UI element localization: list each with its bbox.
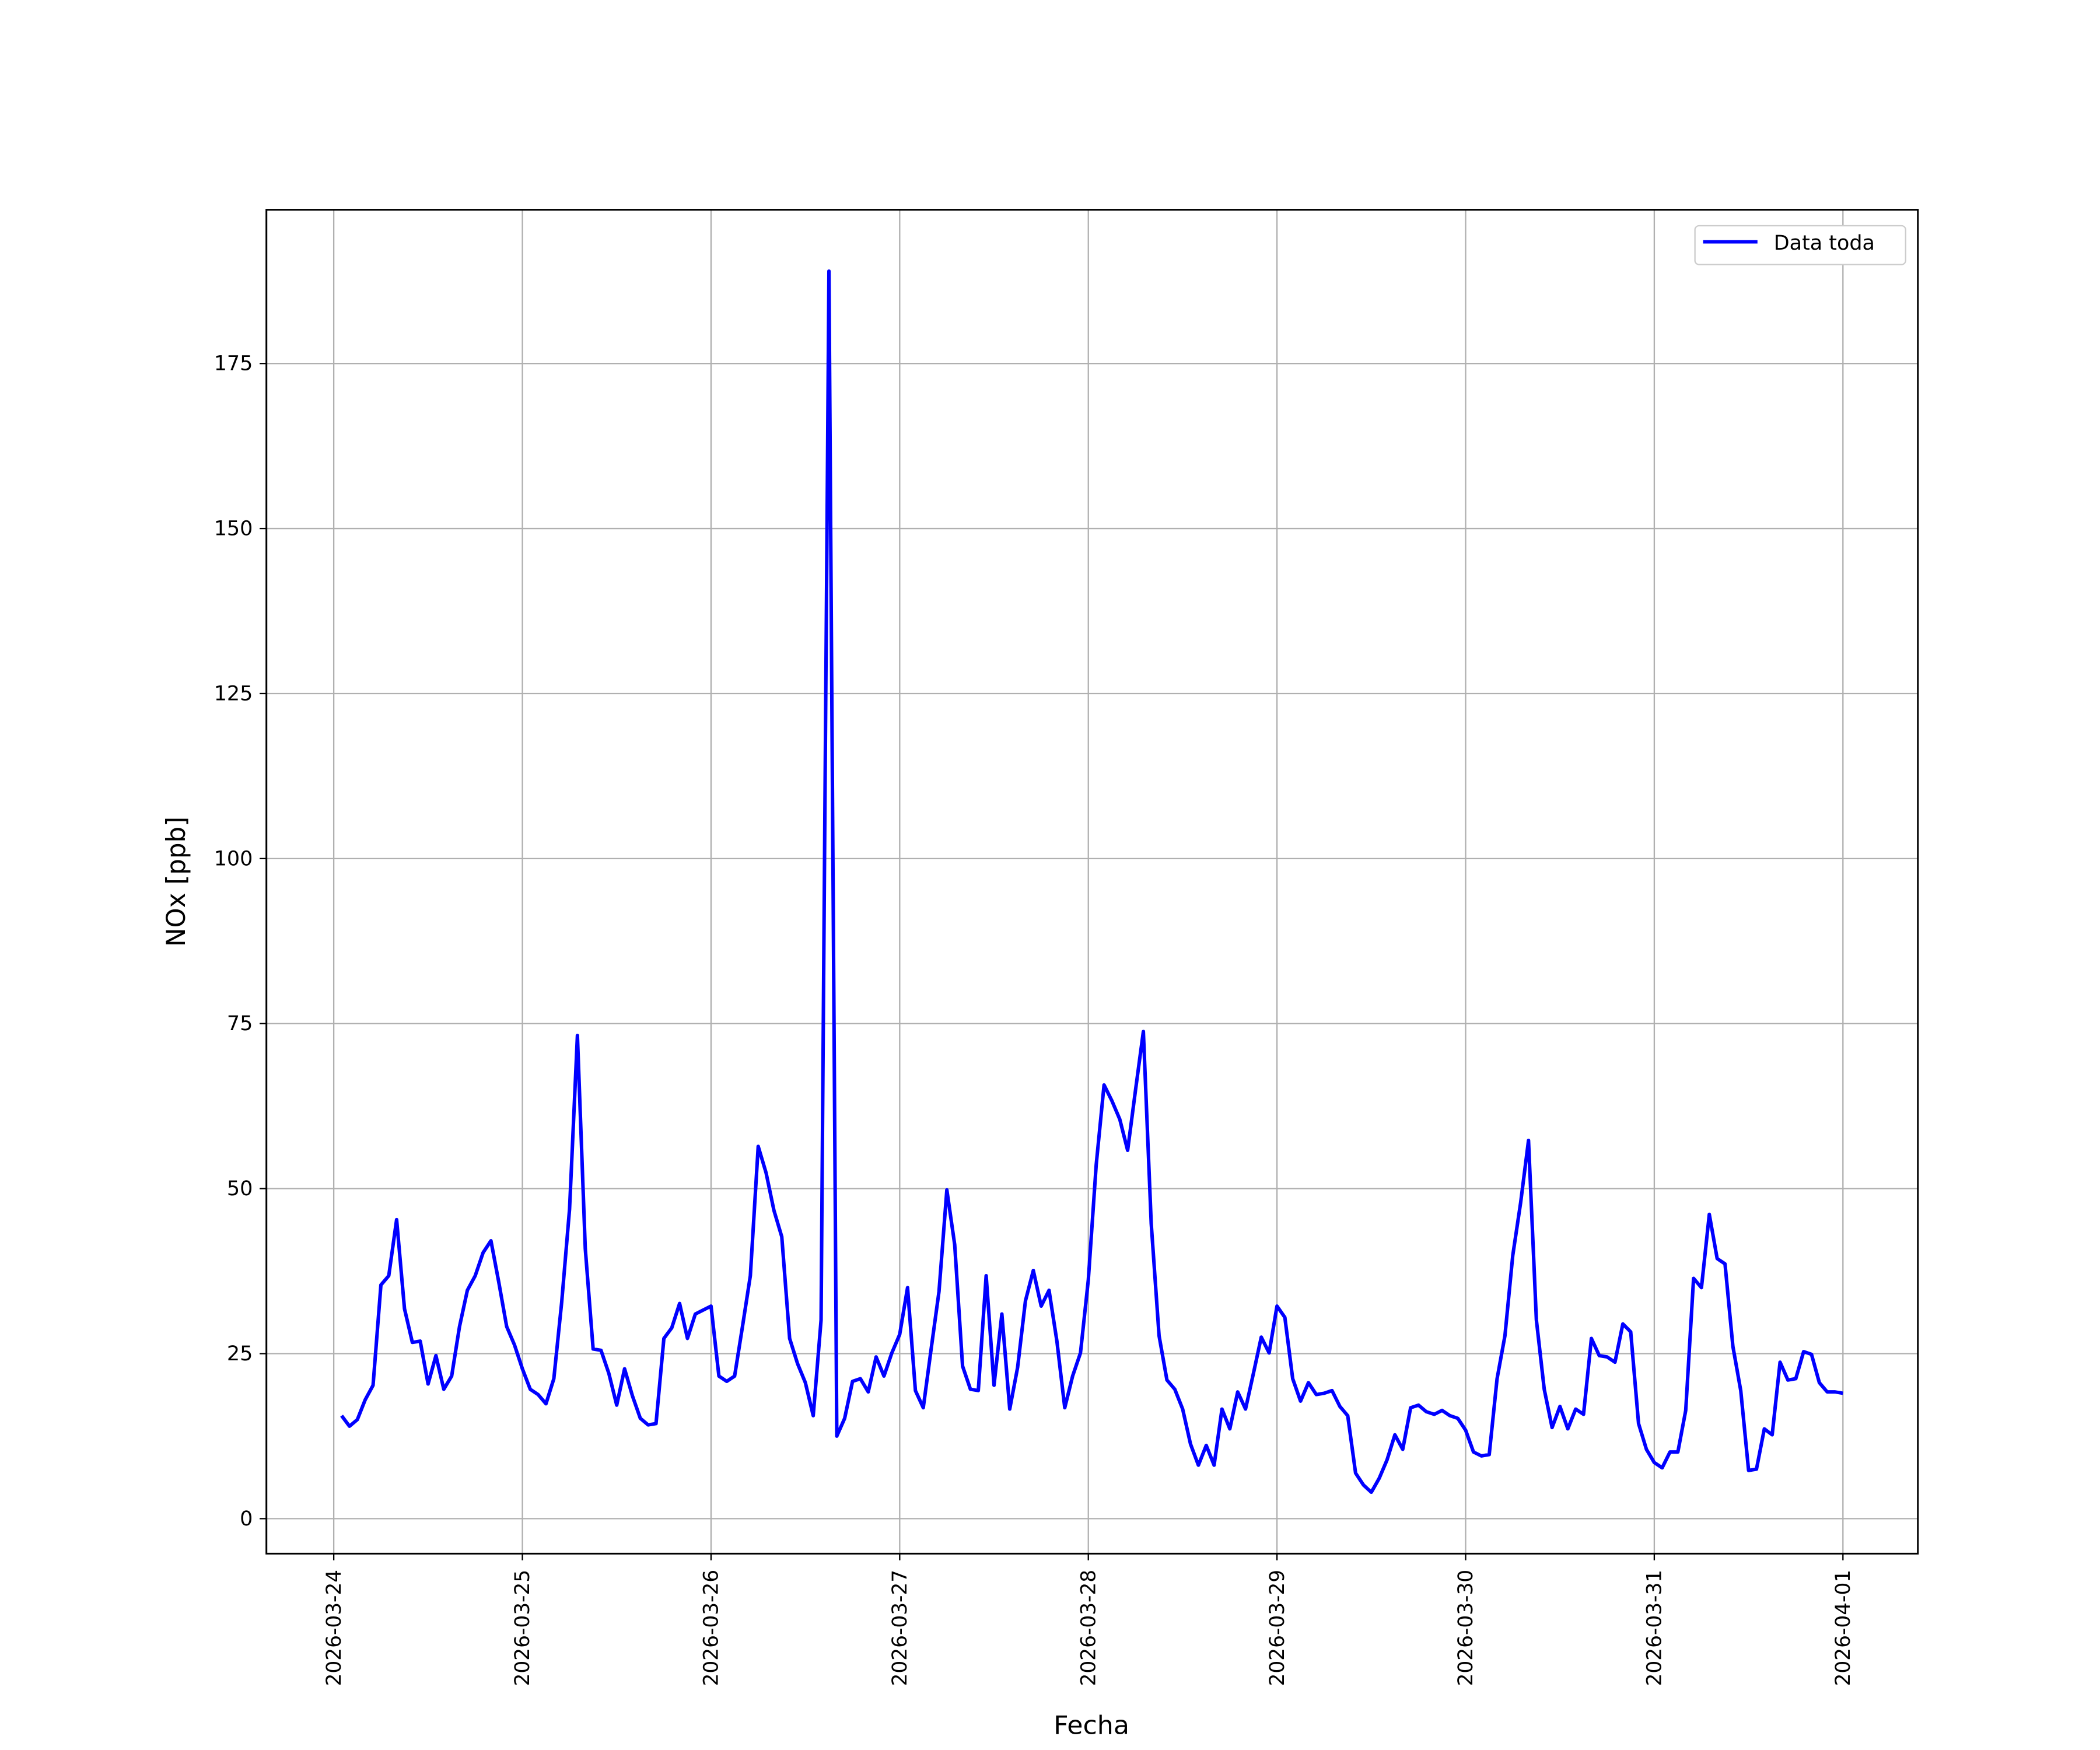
data-line <box>340 269 1843 1494</box>
x-tick-label: 2026-03-25 <box>511 1570 534 1686</box>
x-tick-label: 2026-03-27 <box>888 1570 912 1686</box>
y-tick-label: 125 <box>214 682 253 706</box>
axes-frame <box>265 209 1919 1555</box>
x-tick-label: 2026-03-30 <box>1454 1570 1478 1686</box>
y-tick-label: 100 <box>214 848 253 871</box>
x-tick-label: 2026-03-26 <box>699 1570 723 1686</box>
plot-area <box>340 269 1843 1494</box>
x-tick-label: 2026-03-28 <box>1077 1570 1100 1686</box>
legend: Data toda <box>1694 225 1906 265</box>
y-tick-label: 50 <box>227 1177 253 1200</box>
y-axis-label: NOx [ppb] <box>162 817 191 947</box>
y-tick-label: 0 <box>240 1507 253 1531</box>
x-tick-label: 2026-04-01 <box>1832 1570 1855 1686</box>
legend-label: Data toda <box>1774 232 1875 256</box>
y-tick-label: 25 <box>227 1342 253 1366</box>
y-tick-label: 75 <box>227 1012 253 1035</box>
x-tick-label: 2026-03-31 <box>1643 1570 1666 1686</box>
x-axis-label: Fecha <box>1054 1711 1129 1741</box>
y-tick-label: 175 <box>214 352 253 376</box>
x-tick-label: 2026-03-24 <box>323 1570 346 1686</box>
legend-box <box>1694 225 1906 265</box>
y-tick-label: 150 <box>214 517 253 541</box>
grid: 0 25 50 75 100 125 150 175 2026-03-24 2026-03-25 2… <box>214 209 1918 1686</box>
x-tick-label: 2026-03-29 <box>1266 1570 1289 1686</box>
